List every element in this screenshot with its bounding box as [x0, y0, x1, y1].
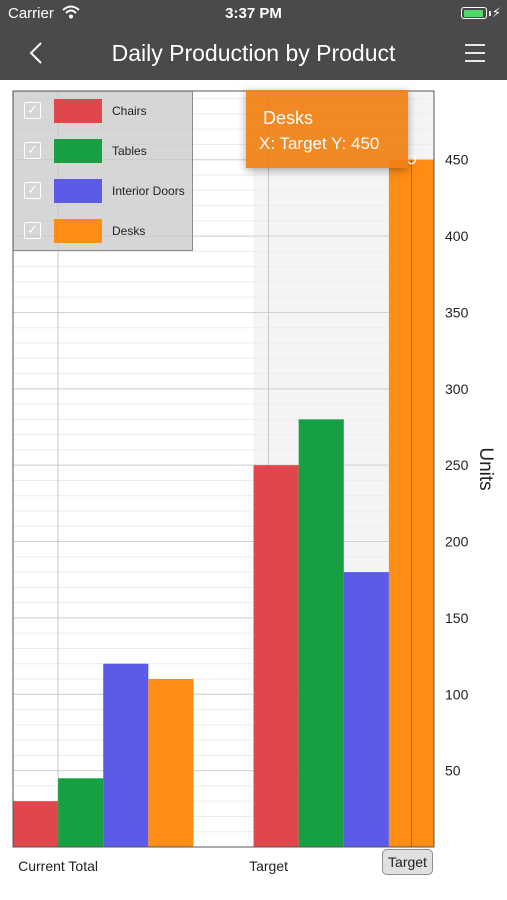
y-tick-label: 150	[445, 610, 469, 626]
x-tick-label: Target	[249, 858, 288, 874]
y-tick-label: 50	[445, 763, 461, 779]
legend-item-tables[interactable]: ✓ Tables	[22, 137, 192, 165]
legend-swatch	[54, 139, 102, 163]
checkbox-icon[interactable]: ✓	[24, 222, 41, 239]
back-button[interactable]	[22, 38, 52, 68]
battery-icon	[461, 7, 487, 19]
tooltip-value: X: Target Y: 450	[259, 134, 380, 153]
y-axis-label: Units	[475, 447, 496, 490]
wifi-icon	[62, 5, 80, 19]
legend-swatch	[54, 179, 102, 203]
bar-interior-doors[interactable]	[103, 663, 149, 847]
tooltip-series: Desks	[263, 108, 314, 128]
bar-interior-doors[interactable]	[343, 572, 389, 847]
page-title: Daily Production by Product	[111, 40, 396, 66]
x-tick-label: Current Total	[18, 858, 98, 874]
checkbox-icon[interactable]: ✓	[24, 102, 41, 119]
legend-label: Chairs	[112, 104, 147, 118]
y-tick-label: 400	[445, 228, 469, 244]
bar-desks[interactable]	[148, 679, 194, 847]
y-tick-label: 100	[445, 686, 469, 702]
bar-chairs[interactable]	[253, 465, 299, 847]
y-tick-label: 250	[445, 457, 469, 473]
y-tick-label: 350	[445, 304, 469, 320]
legend-item-interior-doors[interactable]: ✓ Interior Doors	[22, 177, 192, 205]
legend-item-chairs[interactable]: ✓ Chairs	[22, 97, 192, 125]
clock: 3:37 PM	[225, 5, 282, 22]
bar-tables[interactable]	[58, 778, 104, 847]
bar-tables[interactable]	[298, 419, 344, 847]
carrier-label: Carrier	[8, 5, 54, 22]
bar-chairs[interactable]	[13, 801, 59, 847]
chart-legend: ✓ Chairs ✓ Tables ✓ Interior Doors ✓ Des…	[13, 91, 193, 251]
y-tick-label: 200	[445, 534, 469, 550]
charging-icon: ⚡	[491, 5, 501, 20]
menu-icon[interactable]	[463, 42, 487, 64]
legend-label: Desks	[112, 224, 146, 238]
legend-swatch	[54, 219, 102, 243]
legend-label: Tables	[112, 144, 147, 158]
data-tooltip: Desks X: Target Y: 450	[246, 90, 408, 168]
crosshair-x-label: Target	[382, 849, 433, 875]
y-tick-label: 300	[445, 381, 469, 397]
navigation-bar: Daily Production by Product	[0, 28, 507, 80]
plot-border	[12, 90, 435, 848]
legend-label: Interior Doors	[112, 184, 185, 198]
bar-chart[interactable]: 50 100 150 200 250 300 350 400 450 Units Current T…	[0, 80, 507, 900]
legend-item-desks[interactable]: ✓ Desks	[22, 217, 192, 245]
legend-swatch	[54, 99, 102, 123]
battery-cap	[489, 11, 491, 16]
checkbox-icon[interactable]: ✓	[24, 142, 41, 159]
checkbox-icon[interactable]: ✓	[24, 182, 41, 199]
y-tick-label: 450	[445, 152, 469, 168]
status-bar: Carrier 3:37 PM ⚡	[0, 0, 507, 28]
